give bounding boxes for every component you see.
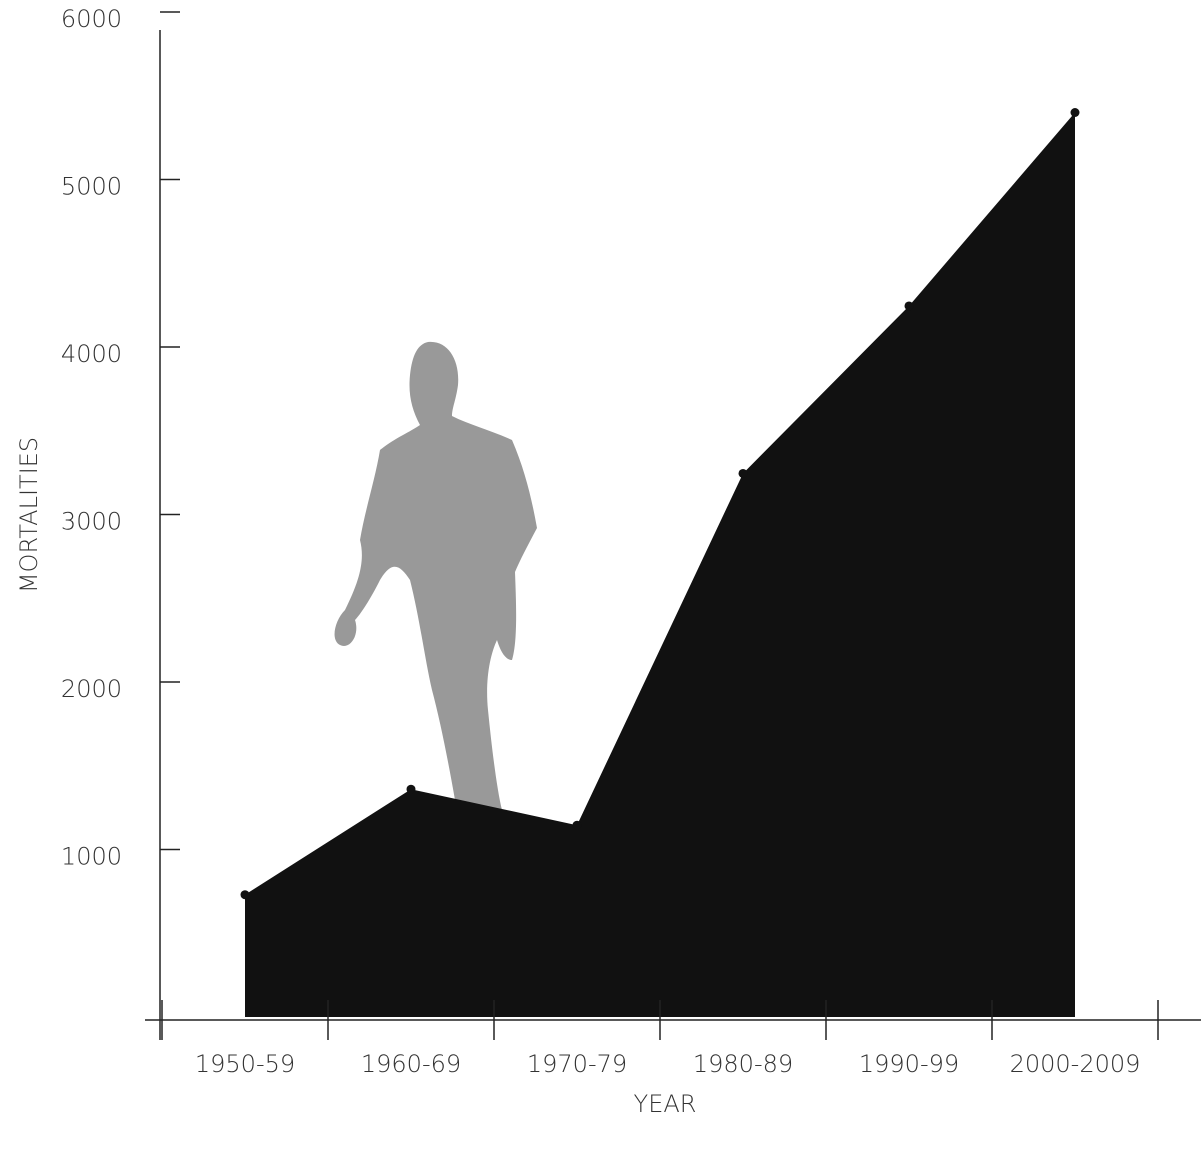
y-axis-label: MORTALITIES: [15, 437, 43, 593]
x-tick-label: 2000-2009: [1010, 1050, 1141, 1078]
data-point: [738, 468, 748, 478]
data-point: [240, 890, 250, 900]
y-tick-label: 2000: [61, 675, 122, 703]
data-point: [904, 301, 914, 311]
x-tick-label: 1970-79: [527, 1050, 627, 1078]
y-tick-label: 1000: [61, 843, 122, 871]
area: [245, 112, 1075, 1017]
data-point: [1070, 108, 1080, 117]
x-axis-label: YEAR: [634, 1090, 697, 1118]
x-tick-label: 1980-89: [693, 1050, 793, 1078]
y-tick-label: 5000: [61, 173, 122, 201]
x-tick-label: 1960-69: [361, 1050, 461, 1078]
silhouette: [334, 341, 537, 810]
y-tick-label: 4000: [61, 340, 122, 368]
y-tick-label: 3000: [61, 508, 122, 536]
y-tick-label: 6000: [61, 5, 122, 33]
data-point: [406, 784, 416, 794]
x-tick-label: 1990-99: [859, 1050, 959, 1078]
data-point: [572, 820, 582, 830]
x-tick-label: 1950-59: [195, 1050, 295, 1078]
